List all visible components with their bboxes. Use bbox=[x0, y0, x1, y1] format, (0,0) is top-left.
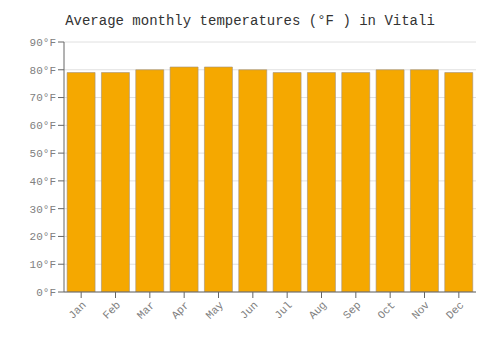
svg-text:90°F: 90°F bbox=[30, 37, 56, 49]
svg-text:Dec: Dec bbox=[444, 299, 466, 321]
svg-text:50°F: 50°F bbox=[30, 148, 56, 160]
svg-text:80°F: 80°F bbox=[30, 65, 56, 77]
svg-text:20°F: 20°F bbox=[30, 231, 56, 243]
svg-text:Nov: Nov bbox=[410, 299, 433, 322]
svg-text:Apr: Apr bbox=[169, 299, 191, 321]
svg-text:Aug: Aug bbox=[307, 299, 329, 321]
svg-text:May: May bbox=[204, 299, 227, 322]
svg-text:Jun: Jun bbox=[238, 299, 260, 321]
html-text:Average monthly temperatures (: Average monthly temperatures (°F ) in Vi… bbox=[65, 13, 435, 29]
svg-text:70°F: 70°F bbox=[30, 92, 56, 104]
svg-text:30°F: 30°F bbox=[30, 204, 56, 216]
svg-text:40°F: 40°F bbox=[30, 176, 56, 188]
svg-text:Feb: Feb bbox=[101, 299, 123, 321]
svg-text:Mar: Mar bbox=[135, 299, 157, 321]
svg-text:0°F: 0°F bbox=[36, 287, 56, 299]
svg-text:10°F: 10°F bbox=[30, 259, 56, 271]
svg-text:Oct: Oct bbox=[375, 299, 397, 321]
svg-text:Sep: Sep bbox=[341, 299, 363, 321]
svg-text:60°F: 60°F bbox=[30, 120, 56, 132]
svg-text:Jul: Jul bbox=[272, 299, 294, 321]
svg-text:Jan: Jan bbox=[66, 299, 88, 321]
